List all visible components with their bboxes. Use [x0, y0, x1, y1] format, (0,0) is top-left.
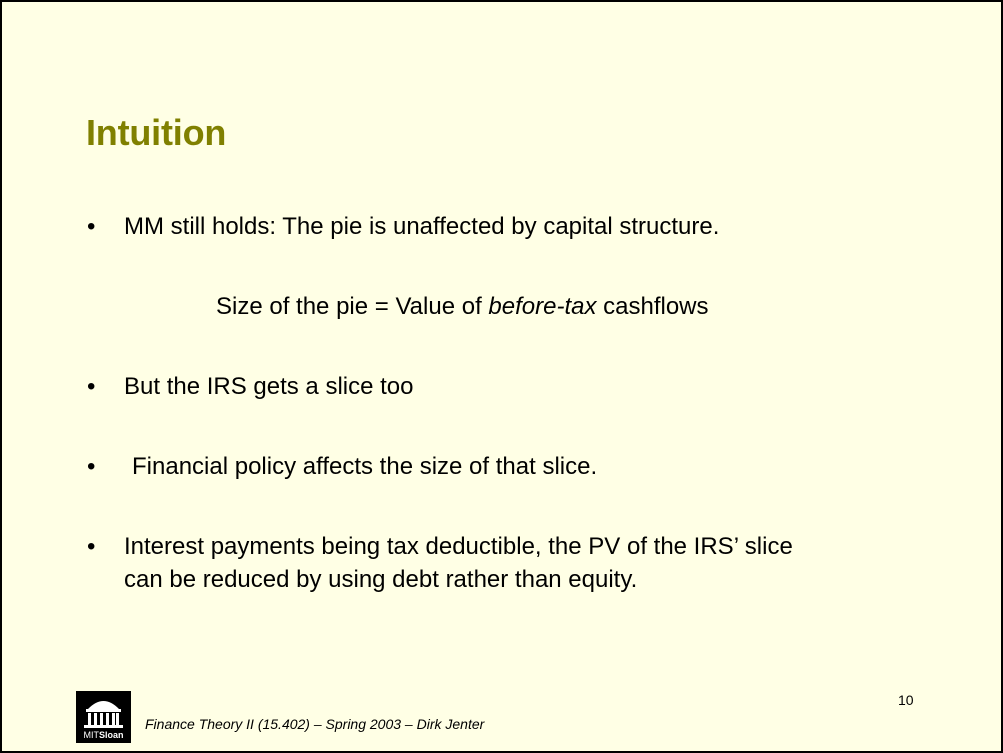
- bullet-text: But the IRS gets a slice too: [124, 373, 414, 400]
- equation-emphasis: before-tax: [488, 293, 597, 320]
- bullet-text: Financial policy affects the size of tha…: [132, 453, 598, 480]
- bullet-text: Interest payments being tax deductible, …: [124, 530, 793, 596]
- footer-text: Finance Theory II (15.402) – Spring 2003…: [145, 716, 485, 732]
- bullet-icon: •: [87, 213, 96, 240]
- equation-line: Size of the pie = Value of before-tax ca…: [216, 290, 709, 323]
- dome-building-icon: [84, 701, 123, 728]
- mit-sloan-logo: MITSloan: [76, 691, 131, 743]
- page-number: 10: [898, 692, 914, 708]
- equation-text-end: cashflows: [596, 293, 709, 320]
- logo-text-mit: MIT: [83, 730, 99, 740]
- logo-text-sloan: Sloan: [98, 730, 124, 740]
- slide-title: Intuition: [86, 112, 227, 153]
- bullet-icon: •: [87, 533, 96, 560]
- bullet-icon: •: [87, 373, 96, 400]
- bullet-text-line-1: Interest payments being tax deductible, …: [124, 533, 793, 560]
- bullet-text: MM still holds: The pie is unaffected by…: [124, 213, 720, 240]
- bullet-icon: •: [87, 453, 96, 480]
- logo-text: MITSloan: [76, 730, 131, 740]
- bullet-text-line-2: can be reduced by using debt rather than…: [124, 566, 638, 593]
- equation-text: Size of the pie = Value of: [216, 293, 489, 320]
